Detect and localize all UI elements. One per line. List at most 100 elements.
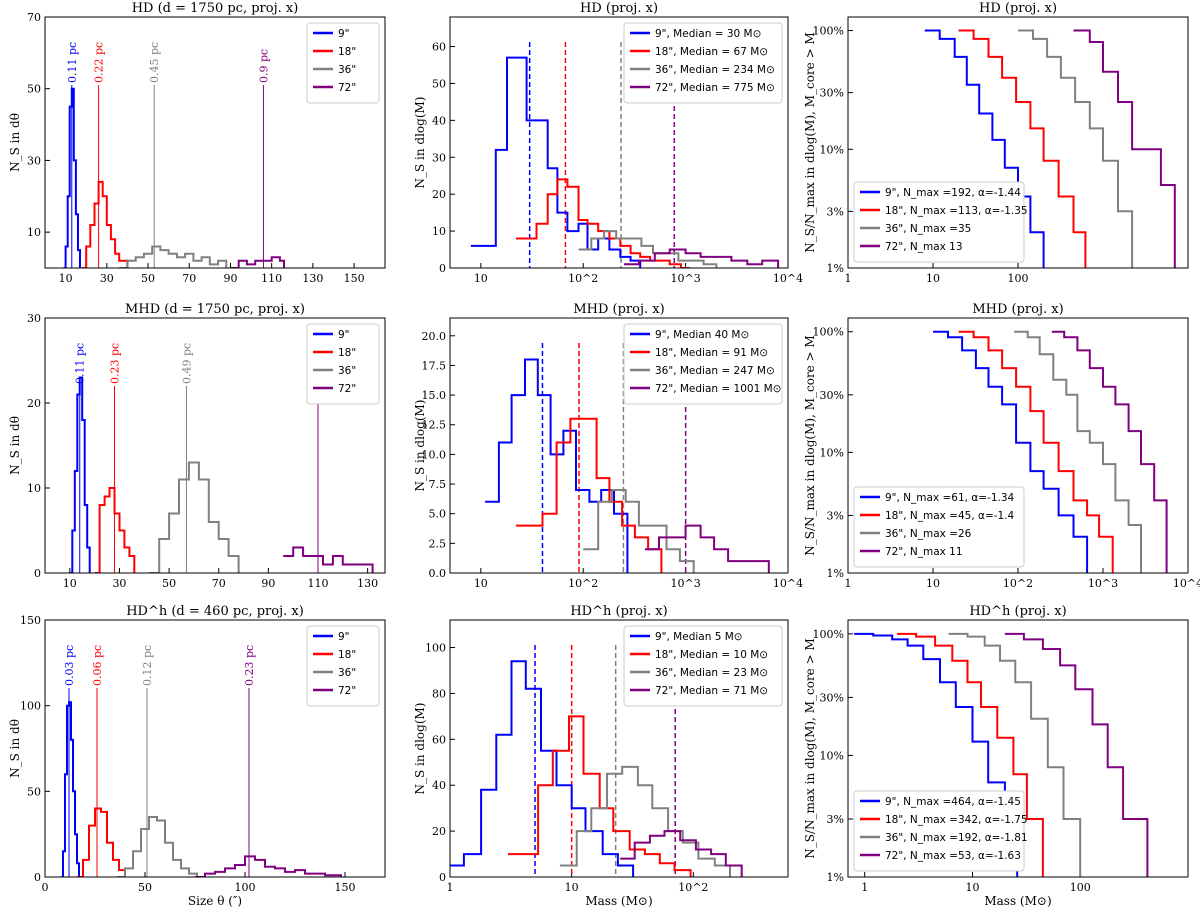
series-line-9 xyxy=(450,660,635,877)
marker-label-18: 0.06 pc xyxy=(91,645,104,686)
legend-entry: 36", N_max =192, α=-1.81 xyxy=(885,832,1028,844)
series-line-9 xyxy=(924,29,1045,268)
legend: 9" 18" 36" 72" xyxy=(306,22,380,104)
series-line-72 xyxy=(644,524,770,573)
x-tick-label: 10 xyxy=(474,272,488,285)
y-tick-label: 0 xyxy=(439,871,446,884)
legend-entry: 18", N_max =342, α=-1.75 xyxy=(885,814,1028,826)
x-tick-label: 100 xyxy=(1008,272,1029,285)
legend-entry: 72", N_max =53, α=-1.63 xyxy=(885,850,1021,862)
x-tick-label: 70 xyxy=(182,272,196,285)
series-line-9 xyxy=(69,376,91,573)
y-tick-label: 10% xyxy=(820,749,844,762)
x-tick-label: 10^4 xyxy=(1173,577,1200,590)
y-tick-label: 100% xyxy=(813,326,844,339)
panel-title: HD^h (proj. x) xyxy=(570,604,667,619)
panel-mass-mhd: MHD (proj. x) 10 10^2 10^3 10^4 0.0 2.5 5.0 7.5 1… xyxy=(413,302,803,590)
x-tick-label: 10 xyxy=(565,881,579,894)
series-line-18 xyxy=(515,178,690,268)
x-tick-label: 10^2 xyxy=(568,577,598,590)
x-tick-label: 10^3 xyxy=(670,577,700,590)
x-tick-label: 110 xyxy=(261,272,282,285)
legend-entry: 9", Median = 30 M⊙ xyxy=(655,28,761,40)
panel-title: HD^h (d = 460 pc, proj. x) xyxy=(126,604,304,619)
legend-entry: 72", N_max 11 xyxy=(885,546,963,558)
series-line-72 xyxy=(230,256,285,268)
plot-area xyxy=(450,645,743,877)
y-tick-label: 150 xyxy=(20,614,41,627)
legend-entry: 72", Median = 71 M⊙ xyxy=(655,685,768,697)
legend-box xyxy=(853,790,1025,872)
y-tick-label: 100% xyxy=(813,25,844,38)
marker-label-72: 0.23 pc xyxy=(243,645,256,686)
x-tick-label: 10 xyxy=(63,577,77,590)
y-axis-label: N_S in dθ xyxy=(8,416,22,475)
legend-box xyxy=(306,323,380,405)
y-axis-label: N_S in dlog(M) xyxy=(413,97,427,189)
x-tick-label: 100 xyxy=(1070,881,1091,894)
panel-size-mhd: MHD (d = 1750 pc, proj. x) 10 30 50 70 90 110 1… xyxy=(8,302,386,590)
series-line-9 xyxy=(470,56,642,268)
legend-box xyxy=(623,22,783,104)
series-line-36 xyxy=(1018,29,1134,268)
marker-label-18: 0.23 pc xyxy=(108,343,121,384)
legend-entry: 36", Median = 23 M⊙ xyxy=(655,667,768,679)
panel-mass-hd: HD (proj. x) 10 10^2 10^3 10^4 0 10 20 30 40 50 60 N… xyxy=(413,1,803,285)
y-tick-label: 50 xyxy=(27,83,41,96)
x-tick-label: 50 xyxy=(138,881,152,894)
x-axis-label: Size θ (″) xyxy=(188,894,242,908)
y-tick-label: 17.5 xyxy=(422,359,447,372)
legend-entry: 9", Median 40 M⊙ xyxy=(655,329,749,341)
marker-label-36: 0.45 pc xyxy=(148,42,161,83)
x-tick-label: 30 xyxy=(112,577,126,590)
y-tick-label: 30% xyxy=(820,389,844,402)
axes-frame xyxy=(847,16,1189,269)
plot-area xyxy=(854,632,1149,877)
x-axis-label: Mass (M⊙) xyxy=(984,894,1051,908)
y-tick-label: 50 xyxy=(27,785,41,798)
x-tick-label: 10 xyxy=(965,881,979,894)
y-axis-label: N_S in dθ xyxy=(8,719,22,778)
series-line-36 xyxy=(559,765,731,877)
legend-entry: 36", Median = 234 M⊙ xyxy=(655,64,775,76)
axes-frame xyxy=(44,317,386,574)
x-tick-label: 10 xyxy=(926,577,940,590)
legend-entry: 18" xyxy=(338,649,356,661)
legend-entry: 18", Median = 10 M⊙ xyxy=(655,649,768,661)
y-tick-label: 2.5 xyxy=(429,537,447,550)
y-tick-label: 10% xyxy=(820,143,844,156)
legend-entry: 72" xyxy=(338,82,356,94)
y-tick-label: 12.5 xyxy=(422,419,447,432)
x-tick-label: 10^2 xyxy=(678,881,708,894)
series-line-18 xyxy=(508,715,692,877)
y-axis-label: N_S/N_max in dlog(M), M_core > M xyxy=(803,638,817,859)
legend-entry: 72" xyxy=(338,685,356,697)
x-tick-label: 50 xyxy=(162,577,176,590)
panel-title: HD (d = 1750 pc, proj. x) xyxy=(132,1,299,16)
legend: 9", N_max =464, α=-1.45 18", N_max =342, … xyxy=(853,790,1028,872)
legend: 9", Median = 30 M⊙ 18", Median = 67 M⊙ 36"… xyxy=(623,22,783,104)
y-axis-label: N_S/N_max in dlog(M), M_core > M xyxy=(803,32,817,253)
legend-entry: 36", N_max =26 xyxy=(885,528,972,540)
plot-area xyxy=(69,376,374,573)
y-tick-label: 5.0 xyxy=(429,508,447,521)
panel-title: HD^h (proj. x) xyxy=(969,604,1066,619)
legend-entry: 9", N_max =192, α=-1.44 xyxy=(885,187,1021,199)
panel-mass-hdh: HD^h (proj. x) 1 10 10^2 0 20 40 60 80 100 N_S in … xyxy=(413,604,789,908)
series-line-18 xyxy=(958,29,1087,268)
series-line-18 xyxy=(94,487,136,573)
legend: 9" 18" 36" 72" xyxy=(306,323,380,405)
panel-title: HD (proj. x) xyxy=(979,1,1057,16)
legend-entry: 18", N_max =113, α=-1.35 xyxy=(885,205,1028,217)
axes-frame xyxy=(44,16,386,269)
y-tick-label: 10 xyxy=(27,482,41,495)
x-tick-label: 130 xyxy=(302,272,323,285)
x-tick-label: 1 xyxy=(861,881,868,894)
x-tick-label: 130 xyxy=(357,577,378,590)
legend-entry: 9", Median 5 M⊙ xyxy=(655,631,743,643)
legend: 9", Median 40 M⊙ 18", Median = 91 M⊙ 36", … xyxy=(623,323,783,405)
y-tick-label: 30% xyxy=(820,691,844,704)
x-tick-label: 50 xyxy=(141,272,155,285)
series-line-72 xyxy=(195,855,342,877)
legend-entry: 72", Median = 1001 M⊙ xyxy=(655,383,781,395)
